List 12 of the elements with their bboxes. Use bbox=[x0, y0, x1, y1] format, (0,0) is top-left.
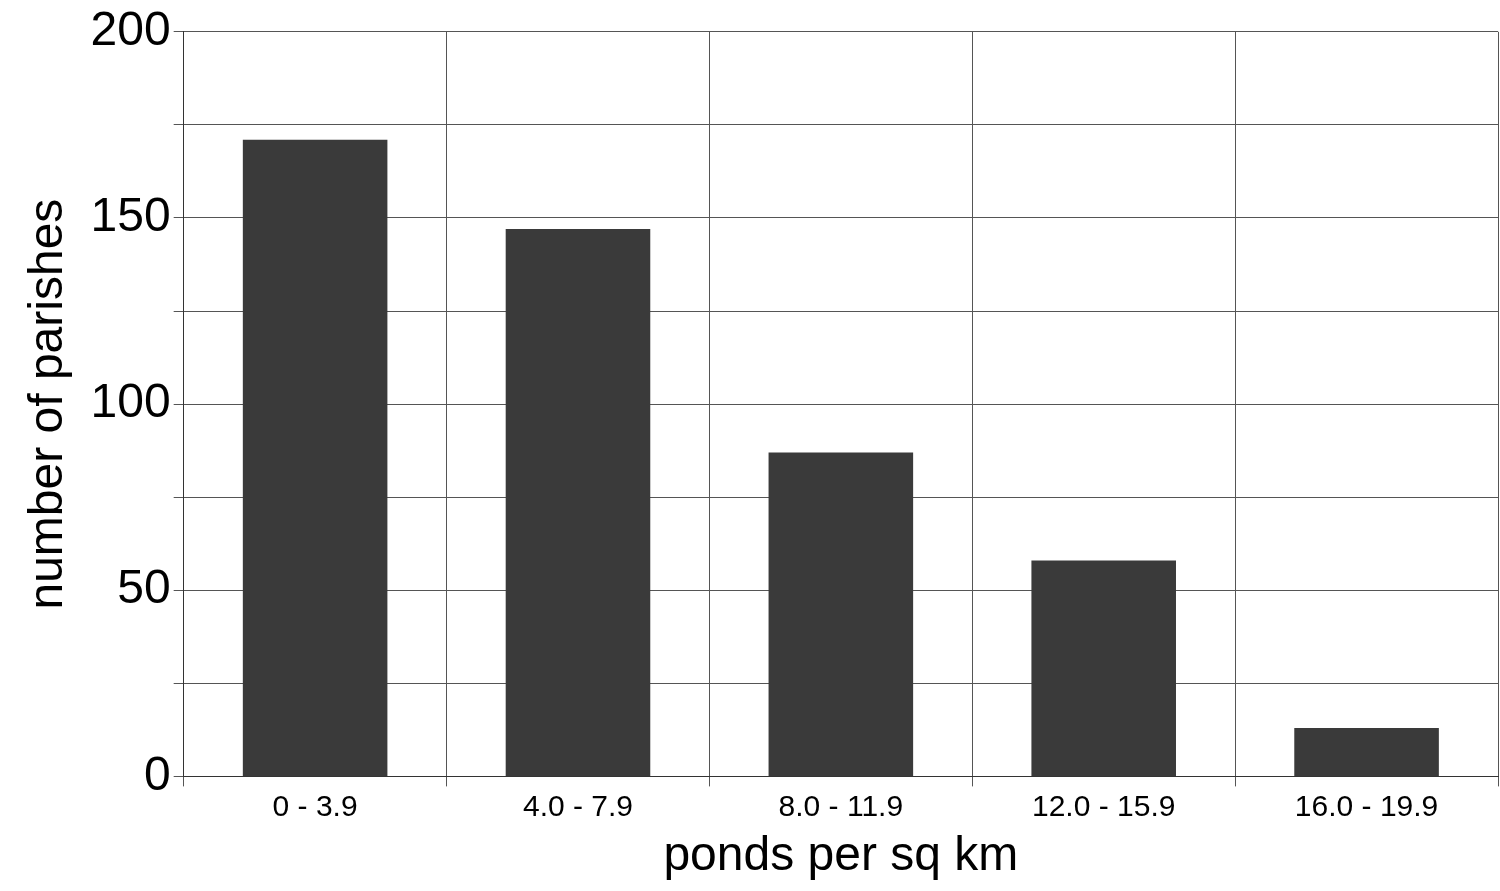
x-tick-label: 4.0 - 7.9 bbox=[522, 788, 634, 822]
y-tick-label: 0 bbox=[143, 746, 171, 800]
y-tick-label: 100 bbox=[90, 374, 171, 428]
y-tick-label: 150 bbox=[90, 188, 171, 242]
x-tick-label: 16.0 - 19.9 bbox=[1294, 788, 1439, 822]
y-axis-title: number of parishes bbox=[19, 198, 73, 610]
x-axis-title: ponds per sq km bbox=[663, 827, 1019, 881]
x-tick-label: 8.0 - 11.9 bbox=[778, 788, 904, 822]
y-tick-label: 50 bbox=[117, 560, 171, 614]
x-tick-label: 12.0 - 15.9 bbox=[1031, 788, 1176, 822]
x-tick-label: 0 - 3.9 bbox=[272, 788, 358, 822]
y-tick-label: 200 bbox=[90, 2, 171, 56]
